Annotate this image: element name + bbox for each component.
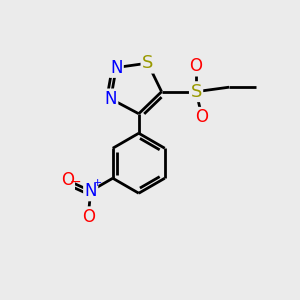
- Text: −: −: [70, 175, 81, 189]
- Text: N: N: [84, 182, 97, 200]
- Text: N: N: [110, 58, 122, 76]
- Text: O: O: [61, 171, 74, 189]
- Text: N: N: [104, 90, 117, 108]
- Text: +: +: [93, 178, 102, 188]
- Text: O: O: [190, 57, 202, 75]
- Text: O: O: [82, 208, 95, 226]
- Text: S: S: [142, 54, 153, 72]
- Text: O: O: [196, 108, 208, 126]
- Text: S: S: [190, 83, 202, 101]
